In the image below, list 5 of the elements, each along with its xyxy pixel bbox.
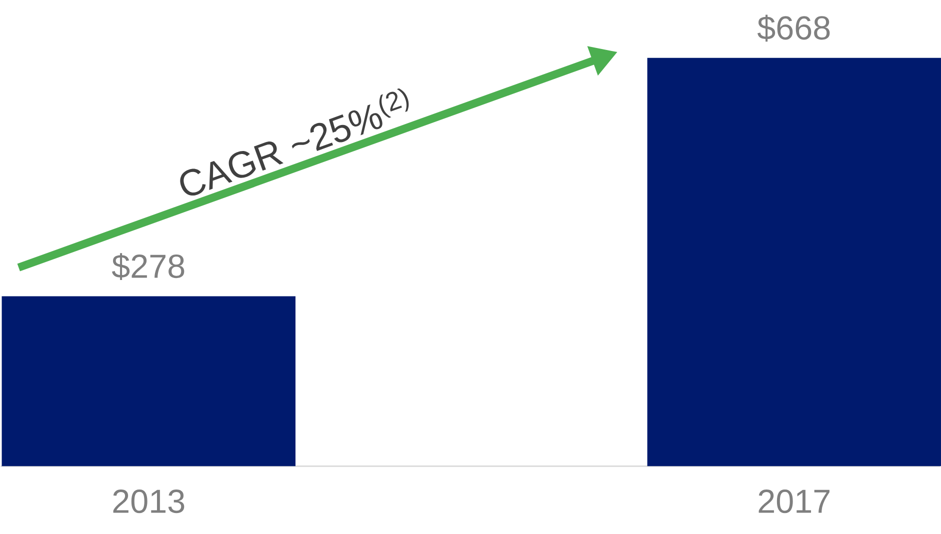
data-label: $668 [757,14,830,42]
x-tick-label: 2013 [113,490,184,514]
x-tick-label: 2017 [758,490,830,514]
annotation: CAGR ~25%$^{(2)}$ [180,88,409,196]
data-label: $278 [112,253,184,280]
